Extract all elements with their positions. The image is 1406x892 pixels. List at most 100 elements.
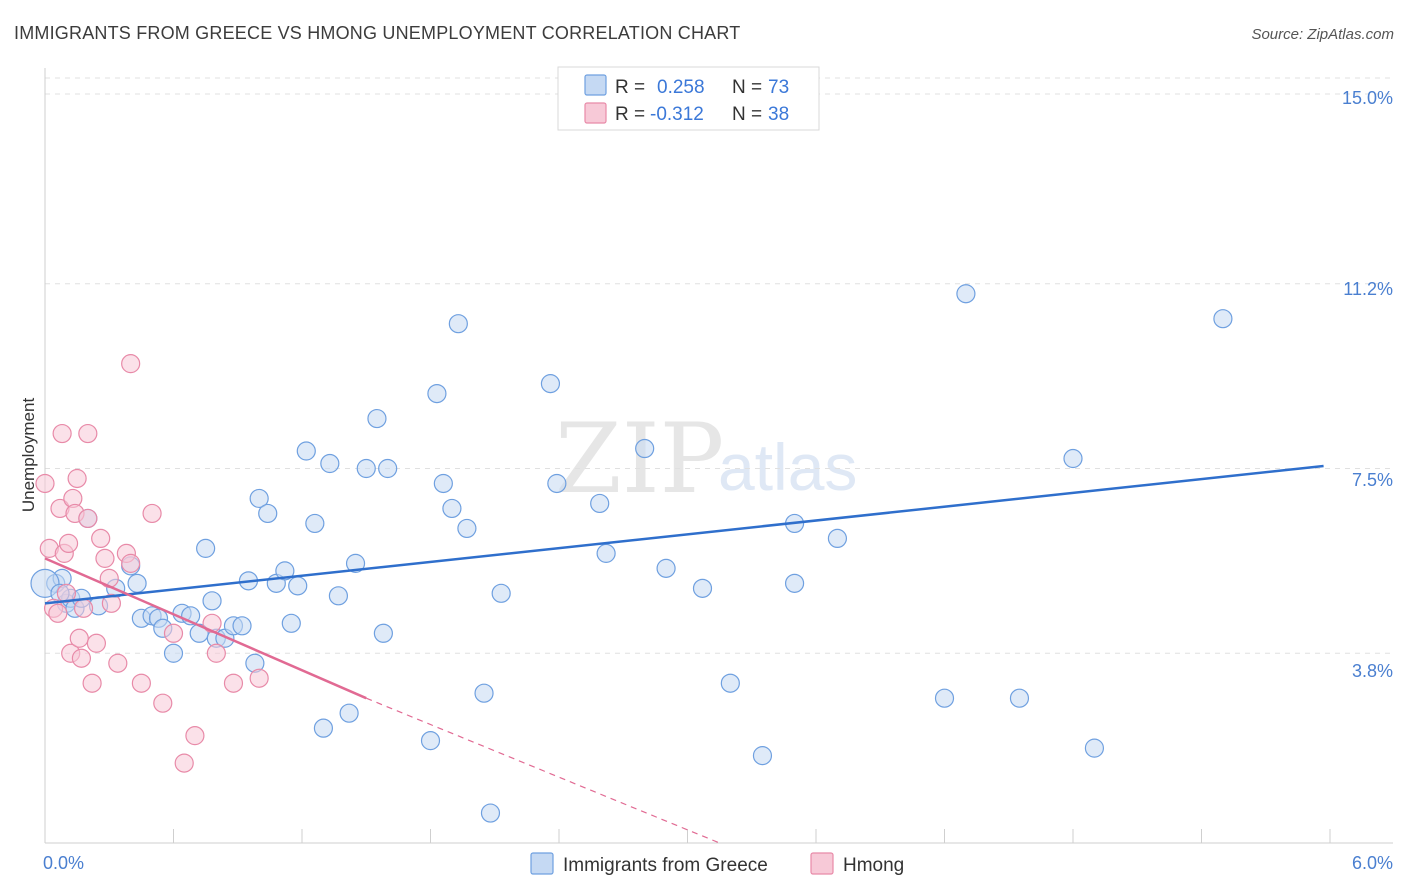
greece-point-31 (281, 613, 301, 633)
greece-point-56 (596, 543, 616, 563)
bottom-legend-label-greece: Immigrants from Greece (563, 855, 768, 876)
hmong-point-17 (78, 423, 98, 444)
greece-point-42 (373, 623, 393, 643)
greece-point-60 (720, 673, 740, 693)
hmong-point-36 (223, 673, 244, 693)
greece-point-27 (249, 488, 269, 509)
y-tick-label-11-2: 11.2% (1343, 279, 1393, 299)
greece-point-54 (547, 473, 567, 494)
greece-point-39 (345, 553, 366, 573)
hmong-point-33 (185, 726, 205, 746)
greece-point-69 (1084, 738, 1105, 758)
trend-line-hmong (44, 557, 367, 700)
legend-swatch-hmong (584, 102, 607, 124)
stats-legend: R = 0.258 N = 73 R = -0.312 N = 38 (557, 66, 820, 131)
greece-point-50 (474, 683, 494, 703)
watermark-atlas: atlas (718, 430, 857, 504)
greece-point-51 (480, 803, 501, 823)
legend-r-value-greece: 0.258 (657, 77, 705, 98)
hmong-point-8 (58, 533, 79, 554)
greece-point-33 (296, 441, 316, 461)
greece-point-37 (328, 586, 349, 606)
hmong-point-32 (174, 753, 194, 773)
legend-swatch-greece (584, 74, 607, 96)
gridlines (45, 77, 1393, 654)
greece-point-35 (313, 718, 334, 738)
greece-point-30 (275, 561, 295, 581)
chart-source: Source: ZipAtlas.com (1251, 26, 1394, 43)
x-tick-label-0: 0.0% (43, 853, 84, 873)
bottom-legend-label-hmong: Hmong (843, 855, 904, 876)
hmong-point-21 (95, 548, 115, 568)
hmong-point-12 (67, 468, 87, 489)
watermark-zip: ZIP (555, 403, 724, 515)
hmong-point-26 (121, 553, 141, 573)
hmong-point-28 (131, 673, 151, 693)
hmong-point-20 (91, 528, 111, 549)
greece-point-10 (127, 573, 147, 593)
greece-point-58 (656, 558, 676, 578)
trend-line-hmong-extension (366, 697, 720, 844)
series-legend: Immigrants from Greece Hmong (530, 852, 904, 876)
legend-n-value-hmong: 38 (768, 104, 789, 125)
greece-point-52 (491, 583, 511, 603)
greece-point-36 (320, 453, 340, 474)
y-tick-label-15-0: 15.0% (1342, 88, 1393, 108)
greece-point-28 (258, 503, 278, 524)
legend-r-label-hmong: R = (615, 104, 645, 125)
hmong-point-30 (153, 693, 173, 713)
greece-point-66 (956, 284, 976, 304)
bottom-legend-swatch-hmong (810, 852, 834, 875)
hmong-point-5 (52, 423, 72, 444)
legend-n-label-greece: N = (732, 77, 762, 98)
y-tick-label-7-5: 7.5% (1352, 470, 1393, 490)
greece-point-67 (1009, 688, 1030, 708)
greece-point-49 (457, 518, 477, 539)
greece-point-59 (692, 578, 713, 598)
greece-point-44 (420, 731, 441, 751)
greece-point-68 (1063, 448, 1083, 469)
greece-point-57 (635, 438, 655, 459)
legend-n-label-hmong: N = (732, 104, 762, 125)
series-hmong-points (35, 354, 269, 773)
greece-point-24 (232, 616, 252, 636)
hmong-point-27 (121, 354, 141, 374)
greece-point-46 (433, 473, 453, 494)
greece-point-55 (590, 493, 610, 514)
greece-point-40 (356, 458, 376, 479)
x-tick-label-6: 6.0% (1352, 853, 1393, 873)
hmong-point-19 (86, 633, 107, 653)
hmong-point-3 (48, 603, 68, 623)
greece-point-47 (442, 498, 462, 519)
legend-r-value-hmong: -0.312 (650, 104, 704, 125)
greece-point-45 (427, 384, 447, 404)
legend-n-value-greece: 73 (768, 77, 789, 98)
greece-point-20 (202, 591, 222, 611)
hmong-point-24 (108, 653, 128, 673)
greece-point-15 (163, 643, 184, 663)
hmong-point-0 (35, 473, 55, 494)
greece-point-43 (378, 458, 398, 479)
greece-point-38 (339, 703, 359, 723)
hmong-point-15 (73, 598, 94, 618)
greece-point-32 (288, 576, 308, 596)
greece-point-48 (448, 314, 468, 334)
hmong-point-14 (71, 648, 92, 668)
series-greece-points (30, 284, 1233, 823)
trend-lines (44, 464, 1324, 844)
bottom-legend-swatch-greece (530, 852, 554, 875)
legend-r-label-greece: R = (615, 77, 645, 98)
hmong-point-31 (163, 623, 184, 643)
hmong-point-35 (206, 643, 226, 663)
hmong-point-16 (78, 508, 98, 529)
axes (44, 68, 1393, 844)
greece-point-34 (305, 513, 325, 534)
hmong-point-7 (56, 583, 77, 603)
trend-line-greece (44, 464, 1324, 605)
greece-point-41 (367, 408, 387, 429)
greece-point-62 (784, 573, 805, 593)
y-tick-label-3-8: 3.8% (1352, 661, 1393, 681)
hmong-point-18 (82, 673, 102, 693)
y-axis-label: Unemployment (19, 398, 38, 513)
